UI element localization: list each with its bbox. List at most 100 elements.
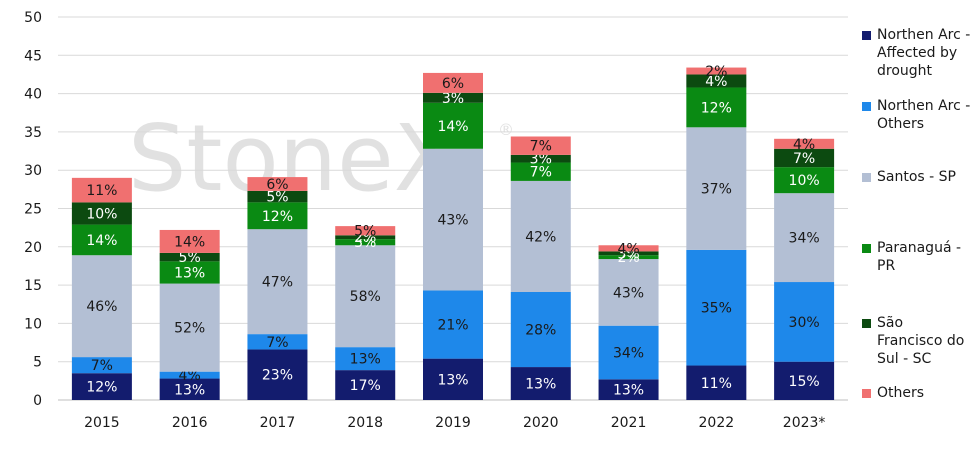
y-tick-label: 0 [33,393,42,409]
data-label: 30% [789,315,820,331]
data-label: 4% [179,368,201,384]
data-label: 28% [525,323,556,339]
y-tick-label: 35 [24,125,42,141]
bars: 12%7%46%14%10%11%13%4%52%13%5%14%23%7%47… [71,64,835,400]
bar-segment [335,245,396,348]
bar-segment [598,245,659,252]
data-label: 4% [617,241,639,257]
bar-segment [247,229,308,335]
y-tick-label: 30 [24,163,42,179]
data-label: 5% [354,224,376,240]
x-tick-label: 2017 [260,415,296,431]
x-tick-label: 2020 [523,415,559,431]
y-tick-label: 20 [24,240,42,256]
bar-segment [423,72,483,93]
legend-swatch [862,389,871,398]
legend-label: Others [877,385,925,401]
data-label: 7% [793,151,815,167]
data-label: 58% [350,289,381,305]
bar-segment [71,177,132,203]
data-label: 6% [442,76,464,92]
bar-segment [159,378,220,400]
bar-segment [774,167,835,194]
bar-segment [774,148,835,168]
data-label: 37% [701,182,732,198]
data-label: 47% [262,275,293,291]
legend-label: São Francisco do Sul - SC [877,315,965,367]
data-label: 23% [262,368,293,384]
y-axis: 0 5 10 15 20 25 30 35 40 45 50 [24,10,42,409]
bar-segment [686,365,747,400]
bar-segment [598,379,659,400]
bar-segment [71,373,132,400]
bar-segment [686,74,747,88]
data-label: 5% [266,190,288,206]
data-label: 2% [705,64,727,80]
data-label: 7% [266,335,288,351]
y-tick-label: 15 [24,278,42,294]
data-label: 13% [437,372,468,388]
data-label: 12% [86,380,117,396]
legend-label: Santos - SP [877,169,956,185]
data-label: 12% [701,100,732,116]
data-label: 13% [613,383,644,399]
data-label: 12% [262,209,293,225]
legend-swatch [862,31,871,40]
data-label: 11% [86,183,117,199]
bar-segment [335,235,396,240]
data-label: 7% [530,165,552,181]
legend-label: Northen Arc - Others [877,98,971,132]
data-label: 17% [350,378,381,394]
bar-segment [598,251,659,256]
bar-segment [423,358,483,400]
legend-swatch [862,102,871,111]
x-tick-label: 2015 [84,415,120,431]
bar-segment [335,347,396,371]
bar-segment [159,283,220,372]
x-tick-label: 2021 [611,415,647,431]
x-tick-label: 2023* [783,415,826,431]
data-label: 15% [789,374,820,390]
x-tick-label: 2022 [699,415,735,431]
bar-segment [686,67,747,75]
bar-segment [71,357,132,374]
data-label: 43% [613,285,644,301]
data-label: 5% [179,250,201,266]
data-label: 7% [91,358,113,374]
data-label: 13% [174,382,205,398]
data-label: 11% [701,376,732,392]
bar-segment [774,282,835,362]
data-label: 10% [789,173,820,189]
data-label: 4% [793,137,815,153]
bar-segment [247,334,308,350]
bar-segment [159,371,220,379]
data-label: 14% [174,234,205,250]
legend-swatch [862,173,871,182]
y-tick-label: 40 [24,87,42,103]
data-label: 14% [437,119,468,135]
bar-segment [598,325,659,380]
bar-segment [335,239,396,246]
data-label: 43% [437,213,468,229]
bar-segment [247,202,308,230]
bar-segment [247,190,308,203]
data-label: 7% [530,139,552,155]
bar-segment [774,361,835,400]
x-tick-label: 2018 [347,415,383,431]
x-tick-label: 2019 [435,415,471,431]
bar-segment [71,202,132,225]
bar-segment [71,255,132,358]
bar-segment [423,148,483,291]
bar-segment [71,224,132,256]
svg-text:®: ® [498,120,514,139]
legend-swatch [862,244,871,253]
data-label: 3% [354,235,376,251]
bar-segment [335,370,396,400]
legend-label: Paranaguá - PR [877,240,962,274]
data-label: 34% [789,231,820,247]
x-tick-label: 2016 [172,415,208,431]
bar-segment [423,102,483,149]
bar-segment [598,255,659,260]
